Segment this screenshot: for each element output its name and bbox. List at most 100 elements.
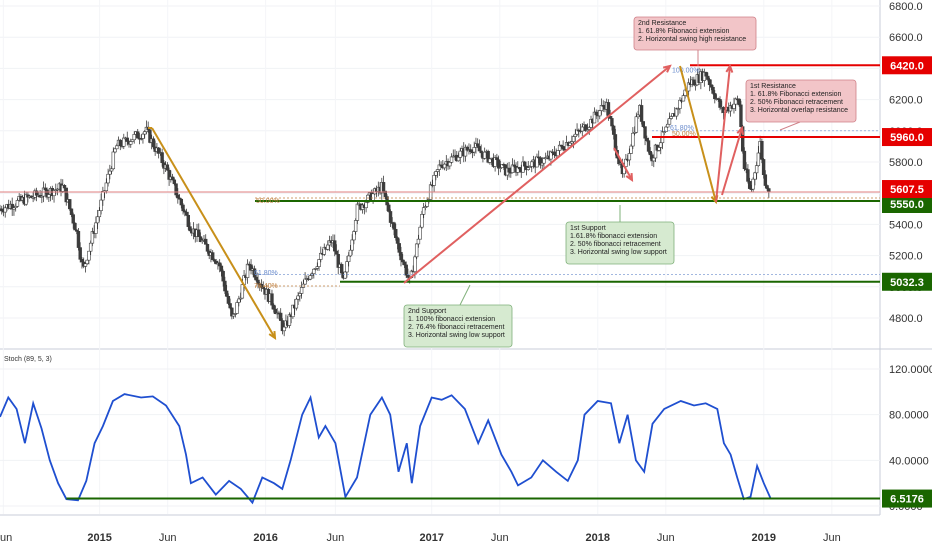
- candle-body: [442, 163, 447, 169]
- candle-body: [669, 116, 673, 119]
- candle-body: [55, 188, 60, 191]
- candle-body: [143, 131, 147, 135]
- stochastic-pane[interactable]: [0, 393, 880, 505]
- candle-body: [425, 201, 429, 207]
- candle-body: [542, 158, 546, 164]
- candle-body: [434, 171, 438, 176]
- candle-body: [401, 259, 405, 263]
- candle-body: [88, 242, 93, 252]
- candle-body: [122, 137, 126, 147]
- fib-label: 100.00%: [672, 67, 700, 74]
- candle-body: [186, 214, 190, 227]
- candle-body: [552, 151, 557, 156]
- candle-body: [151, 138, 156, 148]
- resistance-1-note-line: 2. 50% Fibonacci retracement: [750, 99, 843, 106]
- candle-body: [299, 287, 304, 294]
- candle-body: [432, 174, 436, 186]
- support-2-note-line: 2nd Support: [408, 308, 446, 315]
- candle-body: [718, 99, 722, 108]
- candle-body: [294, 298, 299, 309]
- pullback-arrow-2018: [679, 65, 717, 203]
- candle-body: [181, 204, 185, 212]
- fib-label: 61.80%: [254, 270, 278, 277]
- candle-body: [219, 265, 224, 272]
- candle-body: [371, 193, 375, 202]
- candle-body: [326, 244, 330, 250]
- candle-body: [298, 293, 302, 297]
- candle-body: [388, 211, 393, 223]
- candle-body: [85, 259, 89, 264]
- projection-arrow-small: [721, 127, 743, 196]
- candle-body: [449, 156, 454, 163]
- candle-body: [113, 148, 117, 153]
- candle-body: [240, 284, 245, 299]
- correction-arrow-head: [625, 172, 634, 183]
- candle-body: [387, 204, 391, 212]
- candle-body: [308, 275, 313, 280]
- candle-body: [278, 312, 283, 321]
- resistance-1-note-line: 1st Resistance: [750, 83, 796, 90]
- candle-body: [188, 226, 192, 232]
- candle-body: [760, 140, 764, 160]
- candle-body: [664, 126, 668, 132]
- candle-body: [73, 222, 77, 231]
- candle-body: [418, 226, 422, 240]
- downtrend-arrow-2015-head: [268, 330, 277, 340]
- time-tick-label: 2017: [419, 532, 443, 544]
- support-1-note: [565, 221, 675, 265]
- support-2-note-line: 1. 100% fibonacci extension: [408, 316, 495, 323]
- price-tick-label: 6800.0: [889, 1, 923, 13]
- candle-body: [711, 86, 715, 94]
- time-tick-label: 2015: [87, 532, 111, 544]
- time-tick-label: Jun: [491, 532, 509, 544]
- time-tick-label: Jun: [657, 532, 675, 544]
- candle-body: [254, 276, 258, 281]
- candle-body: [83, 263, 88, 267]
- candle-body: [587, 127, 591, 130]
- candle-body: [383, 190, 387, 197]
- candle-body: [217, 262, 222, 267]
- candle-body: [394, 228, 398, 239]
- price-tick-label: 5200.0: [889, 251, 923, 263]
- candle-body: [496, 159, 501, 169]
- candle-body: [568, 142, 572, 146]
- candle-body: [15, 200, 20, 207]
- candle-body: [237, 298, 241, 303]
- resistance-1-note: [745, 79, 857, 123]
- candle-body: [353, 220, 358, 232]
- price-grid: [0, 0, 880, 514]
- candle-body: [224, 290, 229, 297]
- candle-body: [364, 202, 368, 209]
- candle-body: [634, 116, 639, 133]
- candle-body: [495, 157, 499, 161]
- support-2-note-leader: [459, 284, 471, 306]
- candle-body: [125, 137, 129, 142]
- candle-body: [252, 268, 257, 278]
- candle-body: [204, 238, 208, 245]
- time-tick-label: 2019: [752, 532, 776, 544]
- projection-arrow-up: [715, 65, 731, 203]
- candle-body: [108, 170, 112, 175]
- time-tick-label: 2018: [585, 532, 609, 544]
- tag-5607: [882, 180, 932, 199]
- price-pane[interactable]: [0, 67, 771, 337]
- candle-body: [111, 151, 116, 170]
- candle-body: [392, 222, 396, 230]
- candle-body: [87, 250, 91, 261]
- candle-body: [160, 152, 164, 164]
- time-tick-label: Jun: [159, 532, 177, 544]
- candle-body: [681, 95, 686, 102]
- candle-body: [765, 185, 769, 189]
- candle-body: [319, 252, 323, 260]
- candle-body: [95, 216, 100, 224]
- tag-5960: [882, 128, 932, 147]
- candle-body: [475, 143, 480, 147]
- fib-label: 76.40%: [254, 283, 278, 290]
- candle-body: [402, 261, 407, 266]
- candle-body: [523, 161, 527, 167]
- candle-body: [414, 243, 419, 258]
- candle-body: [62, 185, 67, 189]
- candle-body: [526, 167, 530, 170]
